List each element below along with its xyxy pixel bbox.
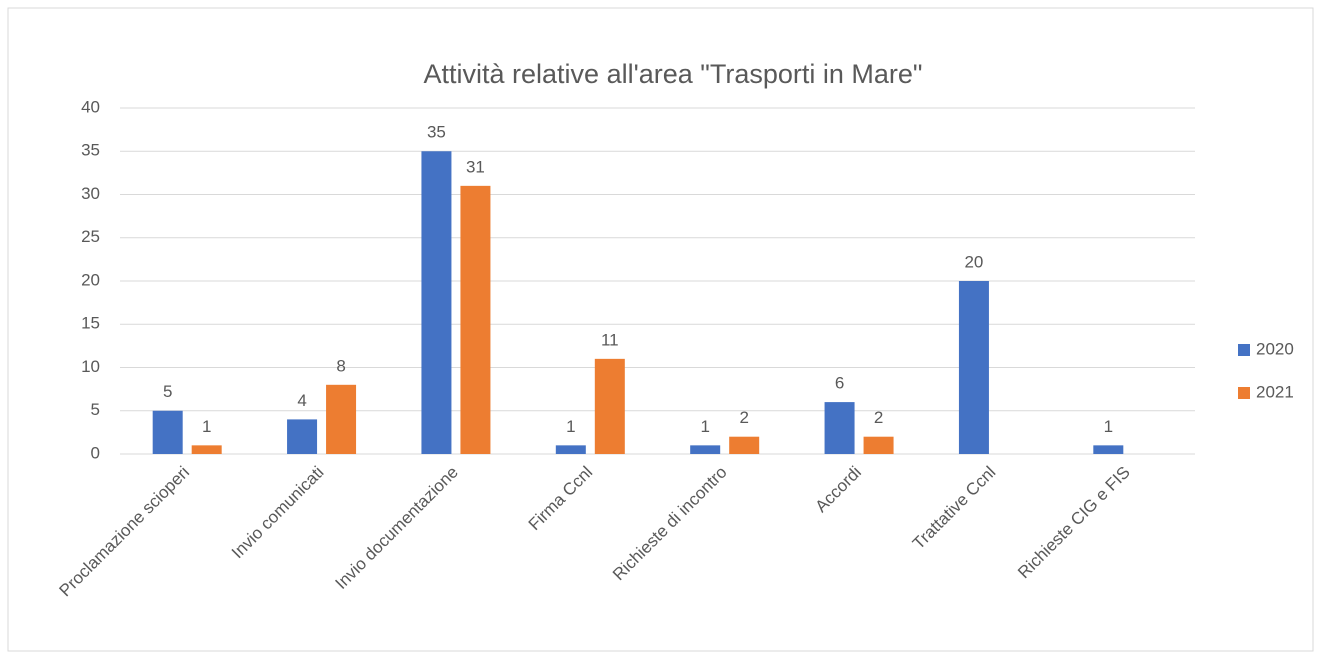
bar: [690, 445, 721, 454]
y-tick-label: 25: [81, 227, 100, 246]
data-label: 5: [163, 382, 172, 401]
data-label: 2: [739, 408, 748, 427]
data-label: 1: [1104, 417, 1113, 436]
bar: [1093, 445, 1124, 454]
data-label: 11: [601, 330, 619, 349]
y-tick-label: 10: [81, 357, 100, 376]
legend-label: 2021: [1256, 382, 1294, 401]
legend-swatch: [1238, 344, 1250, 356]
legend-label: 2020: [1256, 339, 1294, 358]
y-tick-label: 35: [81, 141, 100, 160]
bar: [863, 436, 894, 454]
bar: [287, 419, 318, 454]
y-tick-label: 5: [91, 400, 100, 419]
data-label: 20: [964, 252, 983, 271]
y-tick-label: 20: [81, 270, 100, 289]
bar: [326, 384, 357, 454]
data-label: 2: [874, 408, 883, 427]
data-label: 6: [835, 374, 844, 393]
y-tick-label: 40: [81, 97, 100, 116]
bar: [555, 445, 586, 454]
y-tick-label: 15: [81, 314, 100, 333]
chart-border: [7, 7, 1314, 652]
bar: [594, 358, 625, 454]
data-label: 1: [566, 417, 575, 436]
data-label: 8: [336, 356, 345, 375]
legend-swatch: [1238, 387, 1250, 399]
chart-title: Attività relative all'area "Trasporti in…: [424, 59, 923, 89]
y-tick-label: 30: [81, 184, 100, 203]
data-label: 35: [427, 123, 446, 142]
bar: [191, 445, 222, 454]
data-label: 1: [202, 417, 211, 436]
bar: [460, 185, 491, 454]
data-label: 4: [297, 391, 306, 410]
bar: [421, 151, 452, 454]
bar: [729, 436, 760, 454]
bar: [958, 281, 989, 454]
data-label: 1: [700, 417, 709, 436]
bar: [824, 402, 855, 454]
y-tick-label: 0: [91, 443, 100, 462]
bar: [152, 410, 183, 454]
data-label: 31: [466, 157, 485, 176]
